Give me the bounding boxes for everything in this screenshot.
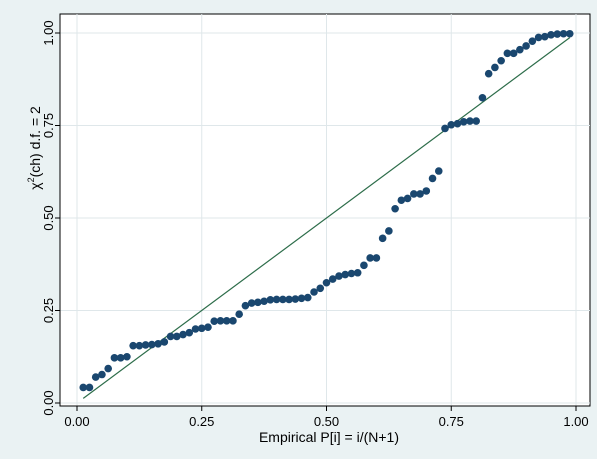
data-point bbox=[565, 29, 574, 38]
data-point bbox=[453, 119, 462, 128]
data-point bbox=[347, 269, 356, 278]
data-point bbox=[160, 338, 169, 346]
data-point bbox=[91, 373, 100, 381]
gridlines bbox=[60, 14, 590, 406]
data-point bbox=[410, 190, 418, 198]
data-point bbox=[322, 278, 331, 287]
data-point bbox=[185, 328, 194, 337]
data-point bbox=[98, 370, 106, 379]
data-point bbox=[260, 297, 268, 306]
data-point bbox=[397, 196, 406, 205]
data-points bbox=[79, 29, 574, 392]
data-point bbox=[328, 275, 337, 283]
data-point bbox=[341, 270, 350, 279]
data-point bbox=[441, 124, 449, 133]
data-point bbox=[316, 284, 325, 293]
data-point bbox=[360, 261, 368, 270]
data-point bbox=[541, 32, 549, 41]
data-point bbox=[391, 204, 399, 213]
data-point bbox=[79, 383, 88, 392]
data-point bbox=[216, 317, 225, 325]
data-point bbox=[179, 330, 187, 339]
data-point bbox=[491, 63, 499, 72]
data-point bbox=[285, 295, 293, 304]
data-point bbox=[559, 29, 568, 38]
x-tick-label: 0.50 bbox=[314, 414, 339, 429]
data-point bbox=[378, 234, 387, 243]
data-point bbox=[522, 42, 530, 50]
data-point bbox=[85, 383, 94, 392]
data-point bbox=[266, 295, 275, 304]
data-point bbox=[197, 324, 206, 333]
data-point bbox=[516, 45, 524, 54]
data-point bbox=[416, 190, 424, 198]
x-axis: 0.00 0.25 0.50 0.75 1.00 bbox=[60, 405, 590, 429]
data-point bbox=[247, 299, 256, 307]
x-tick-label: 0.25 bbox=[189, 414, 214, 429]
data-point bbox=[353, 268, 362, 277]
x-axis-label: Empirical P[i] = i/(N+1) bbox=[259, 429, 399, 445]
y-axis: 0.00 0.25 0.50 0.75 1.00 bbox=[41, 14, 61, 416]
data-point bbox=[279, 295, 287, 304]
data-point bbox=[366, 254, 374, 262]
data-point bbox=[547, 31, 555, 39]
data-point bbox=[403, 194, 412, 203]
data-point bbox=[553, 30, 562, 38]
data-point bbox=[528, 37, 537, 45]
data-point bbox=[372, 254, 381, 262]
data-point bbox=[254, 298, 262, 307]
data-point bbox=[466, 117, 474, 125]
data-point bbox=[534, 33, 543, 42]
y-tick-label: 0.75 bbox=[41, 113, 56, 138]
data-point bbox=[129, 341, 137, 350]
data-point bbox=[434, 167, 443, 175]
data-point bbox=[272, 295, 281, 304]
data-point bbox=[503, 49, 512, 58]
x-tick-label: 0.75 bbox=[439, 414, 464, 429]
data-point bbox=[447, 120, 456, 129]
y-tick-label: 0.50 bbox=[41, 205, 56, 230]
data-point bbox=[210, 317, 219, 326]
y-tick-label: 0.25 bbox=[41, 298, 56, 323]
data-point bbox=[116, 354, 125, 362]
plot-area bbox=[59, 13, 591, 407]
data-point bbox=[123, 352, 131, 361]
data-point bbox=[478, 93, 487, 102]
data-point bbox=[291, 295, 300, 303]
data-point bbox=[385, 227, 393, 235]
data-point bbox=[173, 332, 181, 341]
data-point bbox=[141, 341, 150, 349]
data-point bbox=[104, 364, 112, 373]
data-point bbox=[166, 332, 175, 341]
data-point bbox=[110, 354, 119, 362]
y-axis-label: χ2(ch) d.f. = 2 bbox=[26, 106, 43, 190]
data-point bbox=[154, 340, 162, 348]
data-point bbox=[422, 187, 431, 195]
data-point bbox=[303, 293, 312, 302]
y-tick-label: 0.00 bbox=[41, 390, 56, 415]
data-point bbox=[459, 118, 468, 126]
data-point bbox=[229, 317, 237, 325]
data-point bbox=[310, 288, 318, 296]
data-point bbox=[509, 49, 518, 58]
data-point bbox=[135, 341, 144, 350]
data-point bbox=[204, 323, 212, 331]
data-point bbox=[297, 294, 306, 303]
data-point bbox=[497, 56, 505, 65]
data-point bbox=[484, 69, 493, 78]
data-point bbox=[335, 272, 343, 280]
data-point bbox=[148, 340, 156, 349]
y-tick-label: 1.00 bbox=[41, 20, 56, 45]
data-point bbox=[235, 310, 243, 319]
data-point bbox=[241, 301, 250, 310]
data-point bbox=[472, 117, 481, 125]
x-tick-label: 0.00 bbox=[64, 414, 89, 429]
x-tick-label: 1.00 bbox=[563, 414, 588, 429]
data-point bbox=[222, 317, 231, 325]
data-point bbox=[191, 325, 200, 333]
data-point bbox=[428, 174, 437, 183]
